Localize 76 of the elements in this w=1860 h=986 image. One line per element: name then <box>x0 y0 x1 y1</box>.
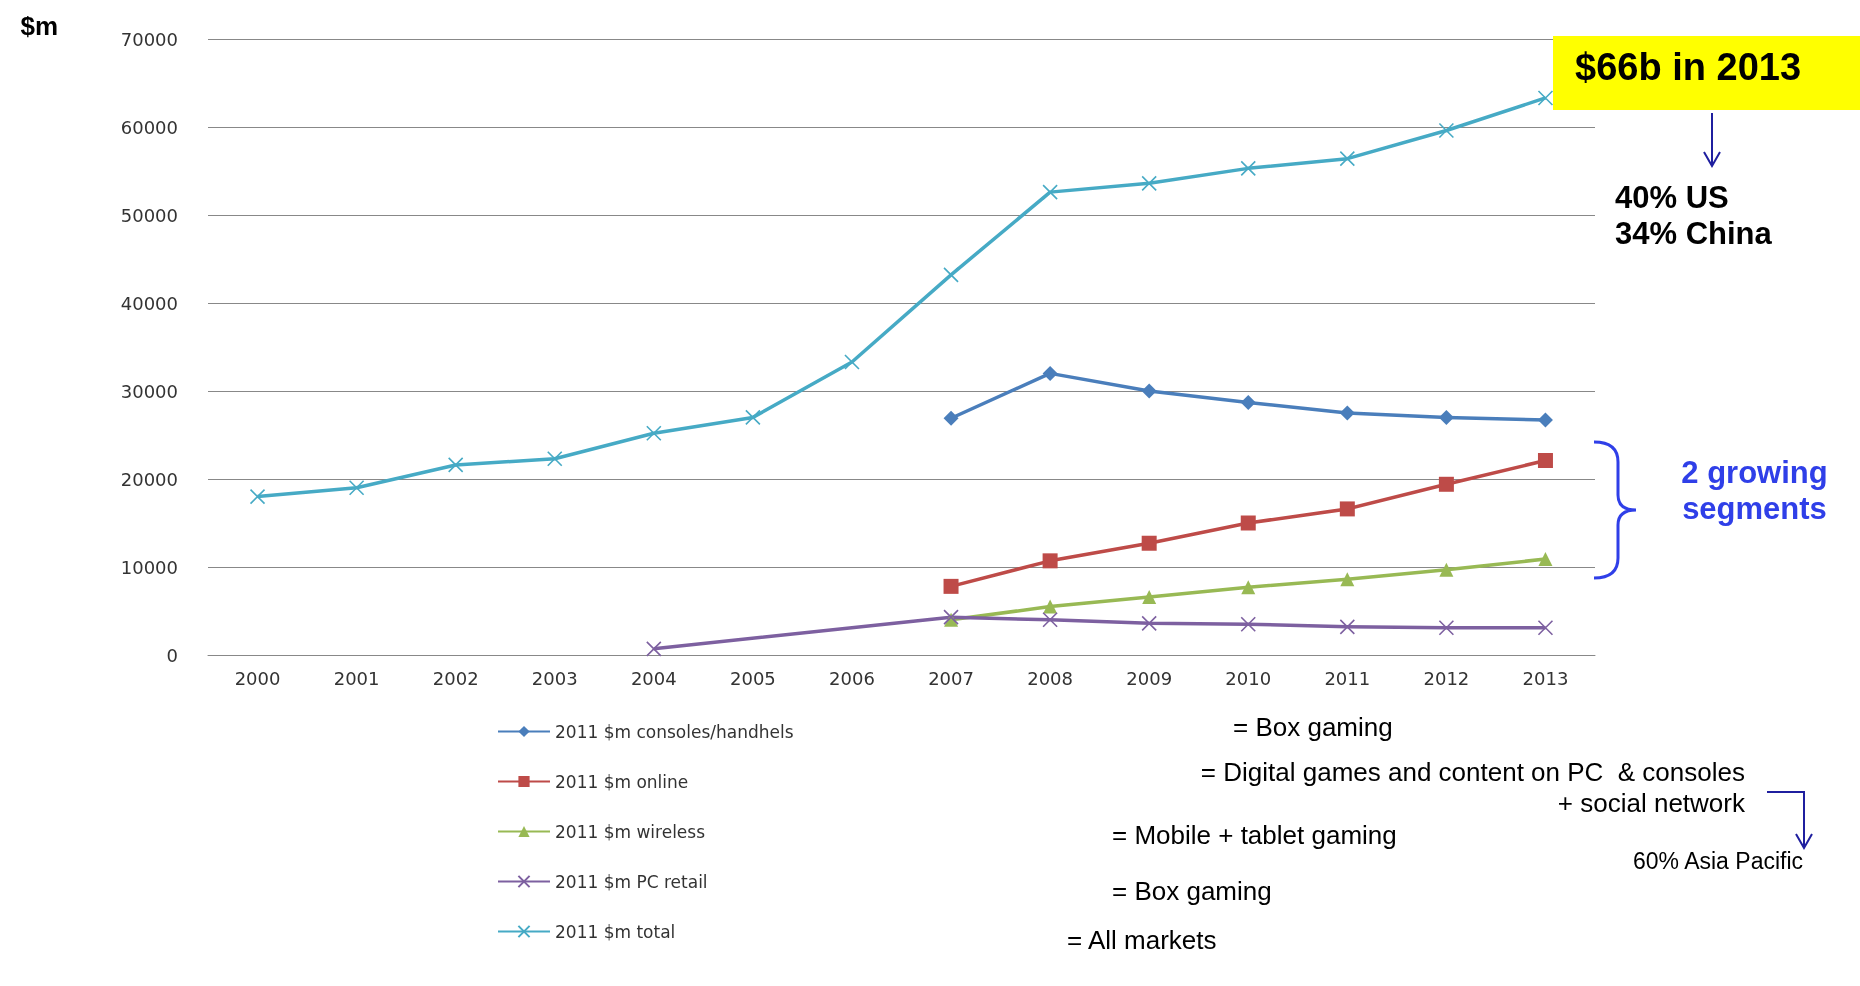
x-tick-label: 2008 <box>1027 667 1074 689</box>
point <box>1240 160 1257 177</box>
y-tick-label: 30000 <box>120 380 178 402</box>
x-tick-label: 2004 <box>630 667 677 689</box>
y-tick-label: 40000 <box>120 292 178 314</box>
point <box>646 641 662 657</box>
x-tick-label: 2011 <box>1324 667 1371 689</box>
point <box>1537 619 1554 636</box>
point <box>1438 122 1455 139</box>
x-tick-label: 2013 <box>1522 667 1569 689</box>
point <box>1339 619 1356 635</box>
text: = Digital games and content on PC & consoles + social network <box>1200 757 1745 819</box>
point <box>1042 365 1058 381</box>
text: 40% US 34% China <box>1615 180 1772 252</box>
point <box>1439 562 1454 577</box>
point <box>1537 412 1553 428</box>
x-tick-label: 2009 <box>1126 667 1173 689</box>
y-tick-label: 20000 <box>120 468 178 490</box>
legend-label: 2011 $m PC retail <box>555 871 708 892</box>
text: = Box gaming <box>1112 876 1272 907</box>
point <box>1141 535 1157 551</box>
point <box>1339 405 1355 421</box>
y-tick-label: 10000 <box>120 556 178 578</box>
x-tick-label: 2001 <box>333 667 380 689</box>
point <box>943 410 959 426</box>
legend-label: 2011 $m consoles/handhels <box>555 721 794 742</box>
x-tick-label: 2012 <box>1423 667 1470 689</box>
y-tick-label: 60000 <box>120 116 178 138</box>
point <box>1537 90 1554 106</box>
legend-label: 2011 $m wireless <box>555 821 706 842</box>
legend-label: 2011 $m online <box>555 771 689 792</box>
point <box>745 409 761 426</box>
point <box>1537 453 1553 469</box>
point <box>1141 175 1157 192</box>
point <box>1438 409 1454 425</box>
y-axis-title: $m <box>20 11 58 41</box>
point <box>447 457 464 473</box>
x-tick-label: 2000 <box>234 667 281 689</box>
x-tick-label: 2010 <box>1225 667 1272 689</box>
x-tick-label: 2002 <box>432 667 479 689</box>
point <box>1538 552 1553 567</box>
annotation: $66b in 2013 <box>1553 36 1860 110</box>
point <box>1241 580 1256 595</box>
point <box>943 578 959 594</box>
x-tick-label: 2006 <box>829 667 875 689</box>
y-tick-label: 50000 <box>120 204 178 226</box>
legend-label: 2011 $m total <box>555 921 676 942</box>
point <box>1042 184 1058 200</box>
point <box>1438 476 1454 492</box>
point <box>1043 599 1058 614</box>
text: 2 growing segments <box>1680 455 1829 527</box>
point <box>1438 619 1455 636</box>
point <box>1042 553 1058 569</box>
point <box>1141 615 1157 632</box>
point <box>546 450 563 467</box>
point <box>1340 572 1355 587</box>
text: = Box gaming <box>1233 712 1393 743</box>
y-tick-label: 70000 <box>120 28 178 50</box>
point <box>1339 501 1355 517</box>
point <box>1142 589 1157 604</box>
text: = All markets <box>1067 925 1217 956</box>
point <box>1141 383 1157 399</box>
point <box>1042 612 1058 628</box>
point <box>1240 616 1257 632</box>
point <box>646 425 662 442</box>
point <box>1240 394 1256 410</box>
text: = Mobile + tablet gaming <box>1112 820 1397 851</box>
point <box>1240 515 1256 531</box>
text: 60% Asia Pacific <box>1633 848 1804 875</box>
x-tick-label: 2007 <box>928 667 974 689</box>
point <box>249 488 266 505</box>
point <box>348 480 365 496</box>
point <box>1339 150 1356 167</box>
x-tick-label: 2005 <box>729 667 776 689</box>
y-tick-label: 0 <box>166 644 178 666</box>
x-tick-label: 2003 <box>531 667 578 689</box>
